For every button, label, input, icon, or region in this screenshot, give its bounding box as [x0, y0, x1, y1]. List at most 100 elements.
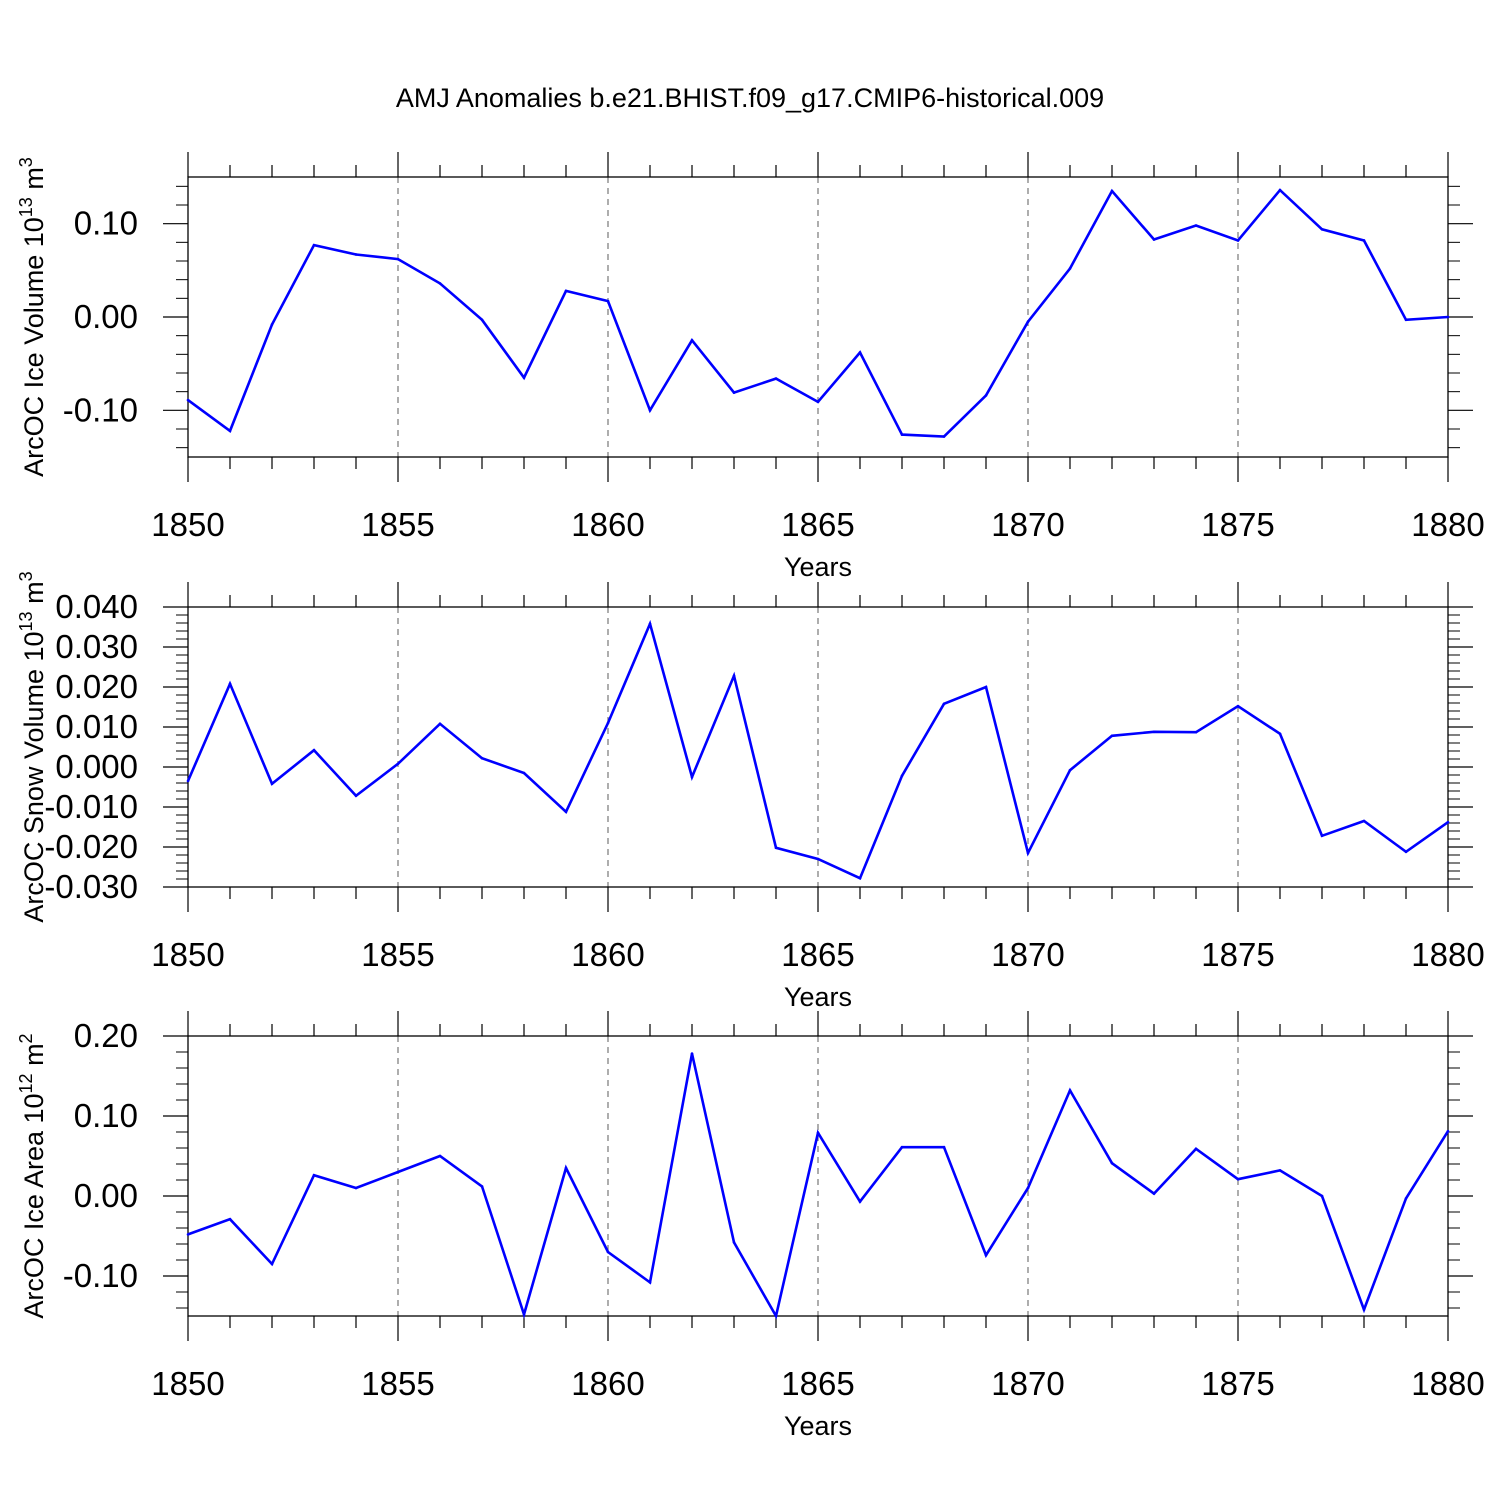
data-point — [480, 318, 484, 322]
y-tick-label: 0.020 — [55, 668, 138, 705]
data-point — [648, 1281, 652, 1284]
data-point — [312, 243, 316, 247]
data-point — [522, 1313, 526, 1316]
x-tick-label: 1870 — [991, 1365, 1064, 1402]
data-point — [186, 779, 190, 783]
data-point — [816, 400, 820, 404]
y-axis-title-text: ArcOC Snow Volume 10 — [19, 631, 49, 922]
data-point — [1236, 1177, 1240, 1181]
x-axis-title: Years — [784, 982, 852, 1012]
y-axis-title-exponent: 13 — [16, 611, 36, 631]
y-tick-label: -0.10 — [63, 391, 138, 428]
data-point — [1110, 1161, 1114, 1165]
data-point — [438, 1154, 442, 1158]
data-point — [1110, 734, 1114, 738]
data-point — [1320, 1194, 1324, 1198]
data-point — [438, 722, 442, 726]
data-point — [1194, 224, 1198, 227]
y-axis-title: ArcOC Snow Volume 1013 m3 — [16, 571, 49, 922]
x-tick-label: 1865 — [781, 506, 854, 543]
data-point — [816, 1131, 820, 1135]
x-tick-label: 1880 — [1411, 506, 1484, 543]
y-axis-title-exponent: 2 — [16, 1033, 36, 1043]
y-axis-title-text: m — [19, 581, 49, 611]
y-axis-title-text: m — [19, 167, 49, 197]
x-tick-label: 1865 — [781, 936, 854, 973]
data-point — [732, 674, 736, 678]
data-point — [270, 323, 274, 326]
data-point — [1362, 819, 1366, 823]
x-tick-label: 1870 — [991, 506, 1064, 543]
x-tick-label: 1880 — [1411, 1365, 1484, 1402]
x-tick-label: 1875 — [1201, 936, 1274, 973]
y-axis-title-exponent: 3 — [16, 571, 36, 581]
x-tick-label: 1875 — [1201, 506, 1274, 543]
data-point — [396, 762, 400, 766]
data-point — [1152, 730, 1156, 734]
data-point — [732, 391, 736, 394]
x-tick-label: 1865 — [781, 1365, 854, 1402]
data-point — [396, 1170, 400, 1174]
data-point — [942, 702, 946, 706]
data-point — [1068, 1089, 1072, 1092]
y-tick-label: -0.020 — [44, 828, 138, 865]
data-point — [228, 429, 232, 433]
x-tick-label: 1860 — [571, 936, 644, 973]
data-point — [1446, 820, 1450, 824]
data-point — [900, 433, 904, 436]
y-axis-title-exponent: 13 — [16, 197, 36, 217]
data-point — [1026, 851, 1030, 855]
panel-2: 1850 1855 1860 1865 1870 1875 1880Years-0.030-… — [16, 571, 1485, 1012]
data-point — [564, 810, 568, 814]
panel-3: 1850 1855 1860 1865 1870 1875 1880 Years -0.10 0.… — [16, 1011, 1485, 1441]
data-point — [1278, 732, 1282, 736]
data-point — [1236, 239, 1240, 242]
data-point — [186, 1233, 190, 1236]
data-point — [522, 376, 526, 379]
x-tick-label: 1860 — [571, 1365, 644, 1402]
data-point — [648, 409, 652, 412]
panel-1: 1850 1855 1860 1865 1870 1875 1880 Years -0.10 0.… — [16, 152, 1485, 582]
x-tick-label: 1855 — [361, 936, 434, 973]
data-point — [732, 1241, 736, 1244]
plot-frame — [187, 176, 1449, 458]
data-point — [984, 1253, 988, 1257]
x-tick-label: 1855 — [361, 506, 434, 543]
y-tick-label: -0.030 — [44, 868, 138, 905]
data-point — [942, 1145, 946, 1149]
y-tick-label: 0.20 — [74, 1017, 138, 1054]
data-point — [354, 794, 358, 798]
y-tick-label: 0.00 — [74, 1177, 138, 1214]
data-point — [1278, 1169, 1282, 1172]
x-tick-label: 1850 — [151, 936, 224, 973]
y-tick-label: 0.030 — [55, 628, 138, 665]
x-axis-title: Years — [784, 552, 852, 582]
data-point — [690, 775, 694, 779]
data-point — [690, 339, 694, 342]
x-tick-label: 1875 — [1201, 1365, 1274, 1402]
data-point — [354, 253, 358, 256]
data-point — [774, 846, 778, 850]
data-point — [900, 774, 904, 778]
data-point — [1446, 315, 1450, 319]
data-point — [648, 622, 652, 626]
data-point — [690, 1052, 694, 1055]
data-point — [1194, 730, 1198, 734]
data-point — [1404, 1197, 1408, 1200]
data-point — [564, 1166, 568, 1170]
data-point — [480, 756, 484, 760]
data-point — [1320, 227, 1324, 231]
data-point — [312, 748, 316, 752]
chart-title: AMJ Anomalies b.e21.BHIST.f09_g17.CMIP6-… — [395, 83, 1105, 113]
data-point — [1236, 704, 1240, 708]
data-point — [606, 721, 610, 725]
x-tick-label: 1850 — [151, 506, 224, 543]
data-point — [438, 282, 442, 285]
data-point — [480, 1185, 484, 1188]
y-tick-label: 0.10 — [74, 205, 138, 242]
data-point — [858, 1200, 862, 1203]
data-point — [1404, 318, 1408, 322]
data-point — [1068, 768, 1072, 772]
y-tick-label: -0.10 — [63, 1257, 138, 1294]
